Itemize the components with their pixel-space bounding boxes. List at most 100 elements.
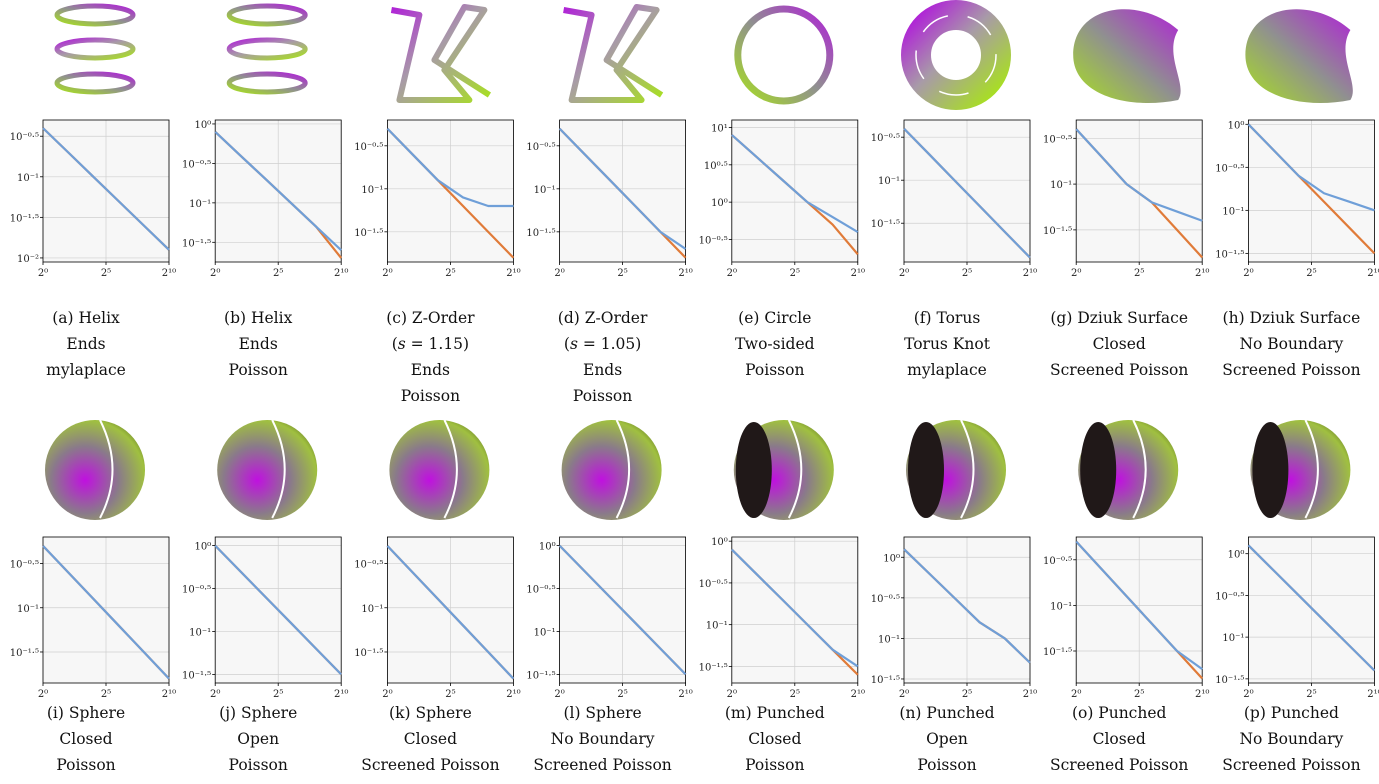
caption-line: No Boundary (1239, 335, 1343, 353)
x-tick-label: 2⁵ (1134, 268, 1144, 279)
helix-turn (229, 6, 305, 24)
render-helix (229, 6, 305, 92)
y-tick-label: 10⁻¹·⁵ (526, 670, 555, 681)
x-tick-label: 2⁰ (899, 689, 909, 700)
caption-line: (l) Sphere (563, 704, 641, 722)
x-tick-label: 2⁰ (38, 689, 48, 700)
caption-line: Poisson (56, 756, 115, 774)
hole (908, 422, 944, 518)
caption-line: Poisson (401, 387, 460, 405)
plot: 2⁰2⁵2¹⁰10⁰10⁻⁰·⁵10⁻¹10⁻¹·⁵ (871, 537, 1037, 700)
x-tick-label: 2⁵ (962, 689, 972, 700)
y-tick-label: 10⁰ (711, 537, 728, 548)
plot: 2⁰2⁵2¹⁰10⁰10⁻⁰·⁵10⁻¹10⁻¹·⁵ (182, 120, 348, 279)
y-tick-label: 10⁰ (194, 120, 211, 131)
x-tick-label: 2⁰ (210, 268, 220, 279)
y-tick-label: 10⁰ (194, 542, 211, 553)
caption-line: Poisson (573, 387, 632, 405)
y-tick-label: 10⁻¹·⁵ (10, 648, 39, 659)
y-tick-label: 10⁻⁰·⁵ (871, 133, 900, 144)
caption-line: Closed (748, 730, 801, 748)
y-tick-label: 10⁻¹ (1222, 633, 1244, 644)
caption-line: (i) Sphere (47, 704, 125, 722)
caption-line: (g) Dziuk Surface (1050, 309, 1188, 327)
plot: 2⁰2⁵2¹⁰10⁰10⁻⁰·⁵10⁻¹10⁻¹·⁵ (699, 537, 865, 700)
y-tick-label: 10⁻⁰·⁵ (1215, 163, 1244, 174)
caption-line: Open (926, 730, 968, 748)
render-zig (391, 7, 489, 100)
render-sphere (217, 420, 317, 520)
x-tick-label: 2¹⁰ (334, 689, 348, 700)
render-torus (916, 15, 996, 95)
caption-line: Ends (411, 361, 450, 379)
y-tick-label: 10⁻⁰·⁵ (354, 560, 383, 571)
x-tick-label: 2⁰ (382, 689, 392, 700)
y-tick-label: 10⁻⁰·⁵ (699, 235, 728, 246)
x-tick-label: 2¹⁰ (851, 689, 865, 700)
x-tick-label: 2⁵ (1306, 268, 1316, 279)
x-tick-label: 2⁰ (727, 689, 737, 700)
caption-line: (a) Helix (52, 309, 120, 327)
caption-line: Closed (1093, 335, 1146, 353)
plot: 2⁰2⁵2¹⁰10⁻⁰·⁵10⁻¹10⁻¹·⁵ (354, 537, 520, 700)
x-tick-label: 2⁵ (790, 268, 800, 279)
x-tick-label: 2⁰ (1243, 689, 1253, 700)
x-tick-label: 2¹⁰ (506, 268, 520, 279)
y-tick-label: 10⁻¹·⁵ (1215, 675, 1244, 686)
y-tick-label: 10¹ (711, 123, 728, 134)
render-punch (1078, 420, 1178, 520)
y-tick-label: 10⁻⁰·⁵ (871, 594, 900, 605)
caption-line: mylaplace (907, 361, 987, 379)
caption-line: (k) Sphere (389, 704, 472, 722)
caption-line: Poisson (745, 756, 804, 774)
x-tick-label: 2⁰ (382, 268, 392, 279)
x-tick-label: 2⁵ (445, 689, 455, 700)
x-tick-label: 2⁵ (617, 268, 627, 279)
x-tick-label: 2⁵ (617, 689, 627, 700)
y-tick-label: 10⁻¹ (361, 185, 383, 196)
plot: 2⁰2⁵2¹⁰10⁻⁰·⁵10⁻¹10⁻¹·⁵ (1043, 120, 1209, 279)
caption-line: (j) Sphere (219, 704, 297, 722)
caption-line: No Boundary (1239, 730, 1343, 748)
caption-line: mylaplace (46, 361, 126, 379)
x-tick-label: 2⁰ (210, 689, 220, 700)
y-tick-label: 10⁻¹ (17, 604, 39, 615)
y-tick-label: 10⁻¹ (878, 176, 900, 187)
caption-line: (e) Circle (738, 309, 811, 327)
render-sphere (45, 420, 145, 520)
plot: 2⁰2⁵2¹⁰10⁰10⁻⁰·⁵10⁻¹10⁻¹·⁵ (1215, 120, 1379, 279)
y-tick-label: 10⁰ (711, 198, 728, 209)
plot: 2⁰2⁵2¹⁰10⁻⁰·⁵10⁻¹10⁻¹·⁵ (354, 120, 520, 279)
x-tick-label: 2¹⁰ (506, 689, 520, 700)
x-tick-label: 2¹⁰ (1195, 268, 1209, 279)
y-tick-label: 10⁻¹ (189, 199, 211, 210)
render-blob (1073, 9, 1180, 103)
x-tick-label: 2⁰ (554, 689, 564, 700)
y-tick-label: 10⁻¹ (534, 627, 556, 638)
y-tick-label: 10⁻¹·⁵ (354, 648, 383, 659)
x-tick-label: 2¹⁰ (678, 689, 692, 700)
render-ring (738, 9, 830, 101)
caption-line: Closed (59, 730, 112, 748)
caption-line: (c) Z-Order (386, 309, 475, 327)
zigzag (391, 7, 489, 100)
y-tick-label: 10⁰ (1228, 120, 1245, 131)
caption-line: Screened Poisson (1222, 756, 1360, 774)
x-tick-label: 2⁵ (1134, 689, 1144, 700)
caption-line: Poisson (229, 756, 288, 774)
x-tick-label: 2¹⁰ (334, 268, 348, 279)
zigzag (564, 7, 662, 100)
render-zig (564, 7, 662, 100)
caption-line: Screened Poisson (1050, 361, 1188, 379)
y-tick-label: 10⁻⁰·⁵ (699, 579, 728, 590)
hole (1080, 422, 1116, 518)
y-tick-label: 10⁰ (883, 553, 900, 564)
y-tick-label: 10⁻¹ (534, 185, 556, 196)
y-tick-label: 10⁻⁰·⁵ (1215, 591, 1244, 602)
helix-turn (229, 40, 305, 58)
y-tick-label: 10⁻¹ (1050, 180, 1072, 191)
y-tick-label: 10⁻¹·⁵ (699, 662, 728, 673)
caption-line: Screened Poisson (533, 756, 671, 774)
caption-line: Closed (1093, 730, 1146, 748)
